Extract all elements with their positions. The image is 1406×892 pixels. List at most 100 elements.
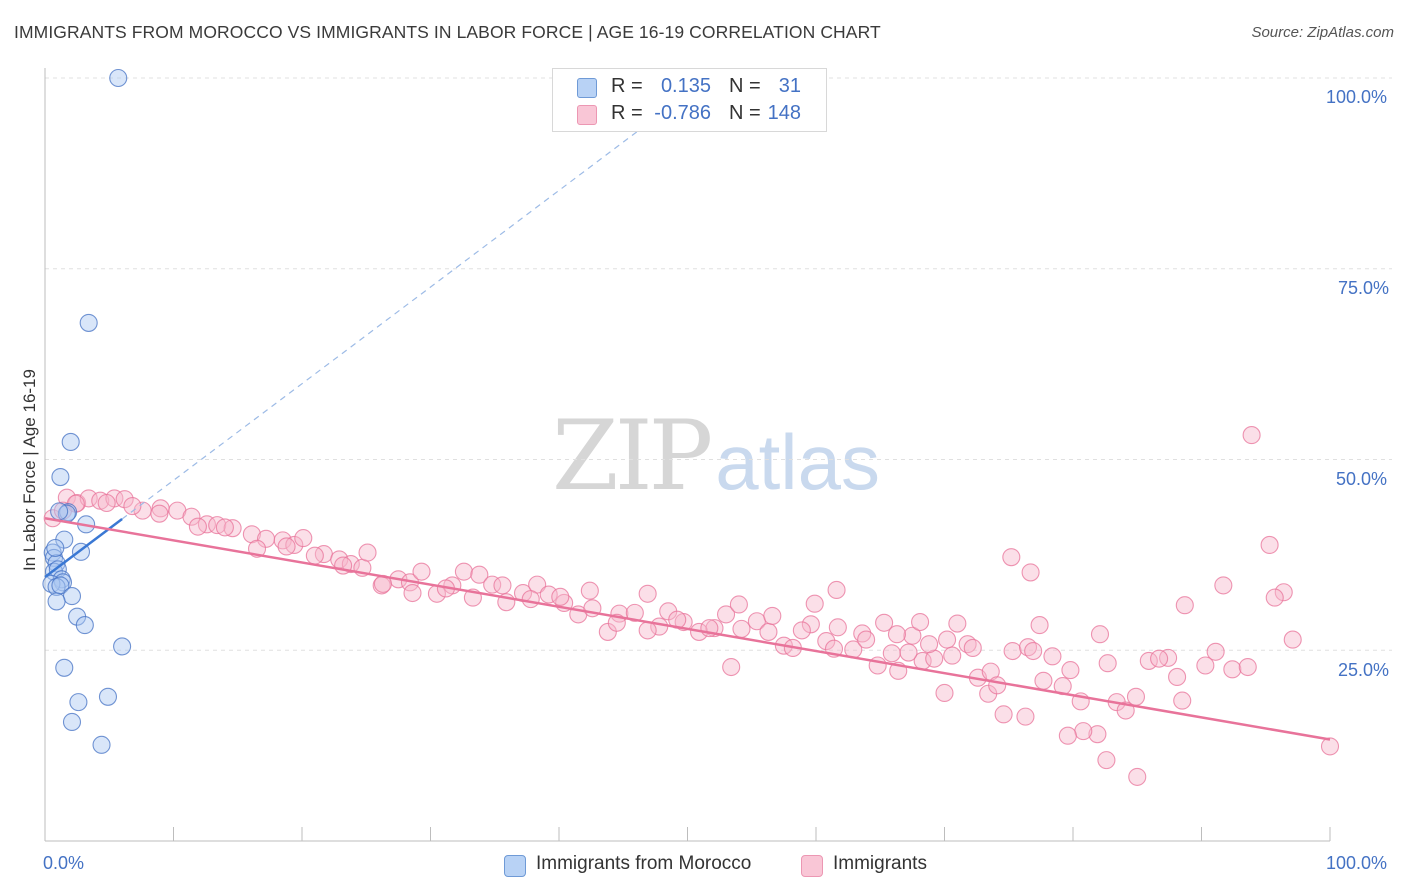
watermark-atlas: atlas <box>715 418 880 506</box>
data-point-immigrants-70 <box>994 705 1013 724</box>
data-point-immigrants-95 <box>150 504 169 523</box>
trend-lines <box>44 93 1331 741</box>
data-point-morocco-1 <box>79 313 98 332</box>
data-point-immigrants-27 <box>412 562 431 581</box>
data-point-immigrants-121 <box>948 614 967 633</box>
data-point-immigrants-42 <box>625 603 644 622</box>
data-point-immigrants-119 <box>887 625 907 644</box>
data-point-immigrants-139 <box>943 646 962 665</box>
data-point-immigrants-140 <box>963 638 982 658</box>
data-point-morocco-20 <box>62 587 82 606</box>
legend-label-immigrants: Immigrants <box>833 853 927 874</box>
legend-r-label: R = <box>611 102 643 124</box>
data-point-morocco-29 <box>92 735 111 754</box>
legend-r-value: -0.786 <box>654 102 711 124</box>
grid-lines <box>45 77 1392 651</box>
data-point-immigrants-56 <box>817 632 836 651</box>
y-axis-title: In Labor Force | Age 16-19 <box>20 369 39 571</box>
legend-n-value: 148 <box>767 102 801 124</box>
data-point-immigrants-77 <box>1088 725 1107 744</box>
data-point-immigrants-135 <box>1058 726 1077 745</box>
data-point-immigrants-84 <box>1196 656 1215 675</box>
data-point-immigrants-103 <box>403 583 422 603</box>
data-point-immigrants-109 <box>580 581 599 600</box>
data-point-immigrants-116 <box>792 621 811 640</box>
data-point-immigrants-133 <box>1074 722 1093 741</box>
legend-label-morocco: Immigrants from Morocco <box>536 853 752 874</box>
data-point-immigrants-36 <box>539 585 558 604</box>
data-point-immigrants-137 <box>805 594 824 613</box>
data-point-immigrants-99 <box>277 537 296 556</box>
data-point-immigrants-147 <box>875 613 894 632</box>
data-point-immigrants-130 <box>1283 630 1302 649</box>
chart-source: Source: ZipAtlas.com <box>1251 24 1394 41</box>
series-legend: Immigrants from Morocco Immigrants <box>0 852 1406 880</box>
data-point-immigrants-13 <box>223 519 242 538</box>
data-point-immigrants-49 <box>716 605 736 624</box>
trend-line-immigrants <box>44 517 1331 741</box>
data-point-immigrants-89 <box>1274 583 1293 602</box>
legend-row-immigrants: R = -0.786 N = 148 <box>553 101 826 127</box>
data-point-immigrants-21 <box>341 554 360 574</box>
legend-r-label: R = <box>611 75 643 97</box>
data-point-immigrants-146 <box>827 580 846 600</box>
data-point-immigrants-114 <box>729 595 748 614</box>
data-point-morocco-3 <box>51 467 70 487</box>
data-point-immigrants-148 <box>899 643 918 662</box>
data-point-immigrants-10 <box>182 507 201 526</box>
data-point-immigrants-86 <box>1223 660 1242 679</box>
data-point-morocco-16 <box>53 573 73 592</box>
data-point-immigrants-115 <box>763 606 782 625</box>
data-point-immigrants-23 <box>358 543 377 562</box>
data-point-immigrants-100 <box>305 546 324 565</box>
data-point-morocco-30 <box>46 538 65 558</box>
data-point-morocco-25 <box>55 658 74 677</box>
data-point-immigrants-30 <box>454 562 473 581</box>
data-point-immigrants-108 <box>551 587 570 606</box>
data-point-immigrants-31 <box>470 565 489 584</box>
data-point-immigrants-151 <box>1150 649 1169 668</box>
watermark-zip: ZIP <box>552 400 713 512</box>
data-point-immigrants-43 <box>638 584 657 603</box>
data-point-immigrants-50 <box>732 619 751 638</box>
data-point-immigrants-93 <box>97 493 116 513</box>
data-point-immigrants-18 <box>294 529 313 548</box>
data-point-immigrants-55 <box>801 615 820 634</box>
morocco-points <box>42 68 132 754</box>
x-tick-label-max: 100.0% <box>1326 853 1388 873</box>
data-point-immigrants-78 <box>1098 654 1117 673</box>
data-point-immigrants-136 <box>722 657 741 677</box>
legend-n-value: 31 <box>778 75 801 97</box>
x-tick-label-min: 0.0% <box>43 853 85 873</box>
chart-title: IMMIGRANTS FROM MOROCCO VS IMMIGRANTS IN… <box>14 22 881 42</box>
data-point-immigrants-96 <box>188 517 207 536</box>
data-point-immigrants-71 <box>1003 641 1022 661</box>
data-point-immigrants-143 <box>1168 667 1187 687</box>
data-point-immigrants-88 <box>1260 535 1279 555</box>
data-point-immigrants-127 <box>1214 576 1233 595</box>
data-point-morocco-0 <box>109 68 128 88</box>
data-point-immigrants-90 <box>1320 737 1340 756</box>
data-point-immigrants-107 <box>521 590 540 609</box>
data-point-immigrants-145 <box>1021 563 1040 582</box>
legend-n-label: N = <box>729 75 761 97</box>
data-point-immigrants-138 <box>911 612 930 632</box>
data-point-immigrants-134 <box>1016 707 1035 726</box>
data-point-immigrants-150 <box>1090 625 1110 644</box>
data-point-immigrants-83 <box>1173 691 1192 710</box>
data-point-immigrants-123 <box>1024 641 1043 661</box>
data-point-immigrants-6 <box>115 490 134 509</box>
axes <box>44 68 1331 842</box>
data-point-immigrants-128 <box>1238 657 1257 677</box>
data-point-immigrants-66 <box>938 630 957 649</box>
y-tick-label-25: 25.0% <box>1338 660 1390 680</box>
data-point-immigrants-87 <box>1242 426 1261 445</box>
trend-line-morocco-extension <box>121 93 688 520</box>
data-point-immigrants-14 <box>242 525 261 544</box>
data-point-immigrants-65 <box>925 649 944 668</box>
data-point-morocco-24 <box>113 637 132 656</box>
data-point-immigrants-141 <box>988 676 1007 695</box>
data-point-morocco-23 <box>75 616 94 635</box>
legend-swatch-pink <box>801 855 823 877</box>
